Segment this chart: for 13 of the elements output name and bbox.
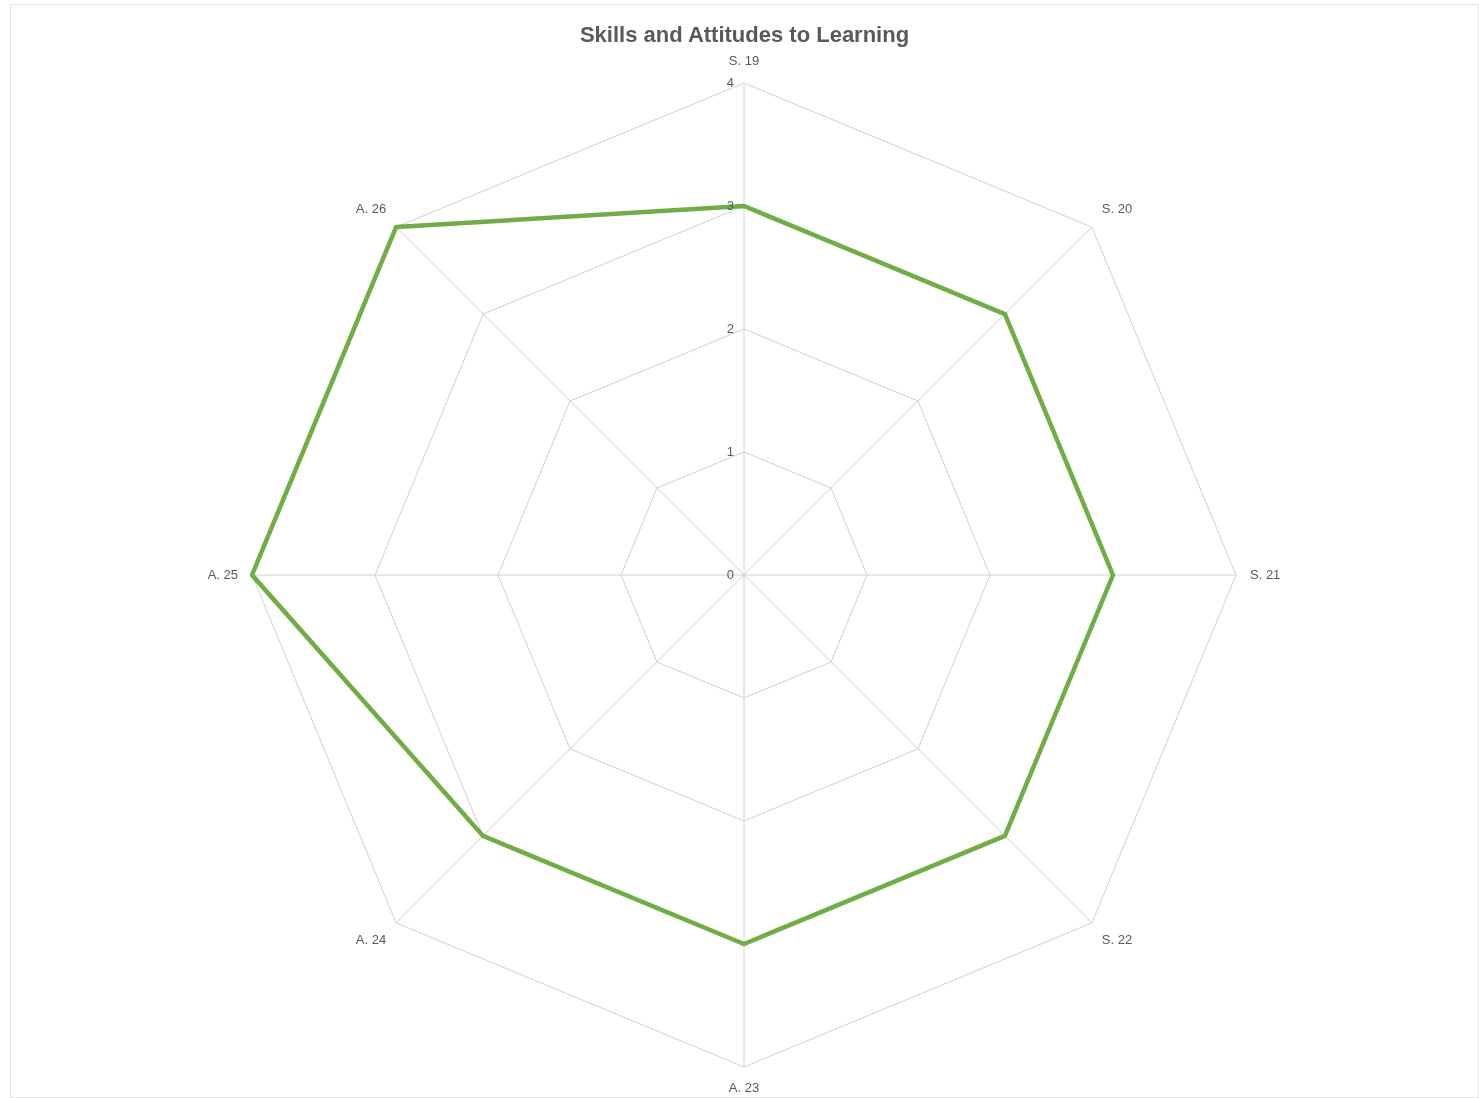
- spoke-label: S. 20: [1101, 200, 1133, 216]
- spoke-label: A. 26: [355, 200, 387, 216]
- y-tick-label: 1: [726, 443, 734, 459]
- spoke-label: A. 24: [355, 932, 387, 948]
- spoke-label: S. 22: [1101, 932, 1133, 948]
- y-tick-label: 4: [726, 74, 734, 90]
- spoke-label: A. 25: [207, 566, 238, 582]
- y-tick-label: 2: [726, 320, 734, 336]
- y-tick-label: 0: [726, 566, 734, 582]
- spoke-label: S. 19: [728, 52, 760, 68]
- chart-title: Skills and Attitudes to Learning: [579, 22, 910, 48]
- spoke-label: S. 21: [1250, 566, 1281, 582]
- spoke-label: A. 23: [728, 1080, 760, 1096]
